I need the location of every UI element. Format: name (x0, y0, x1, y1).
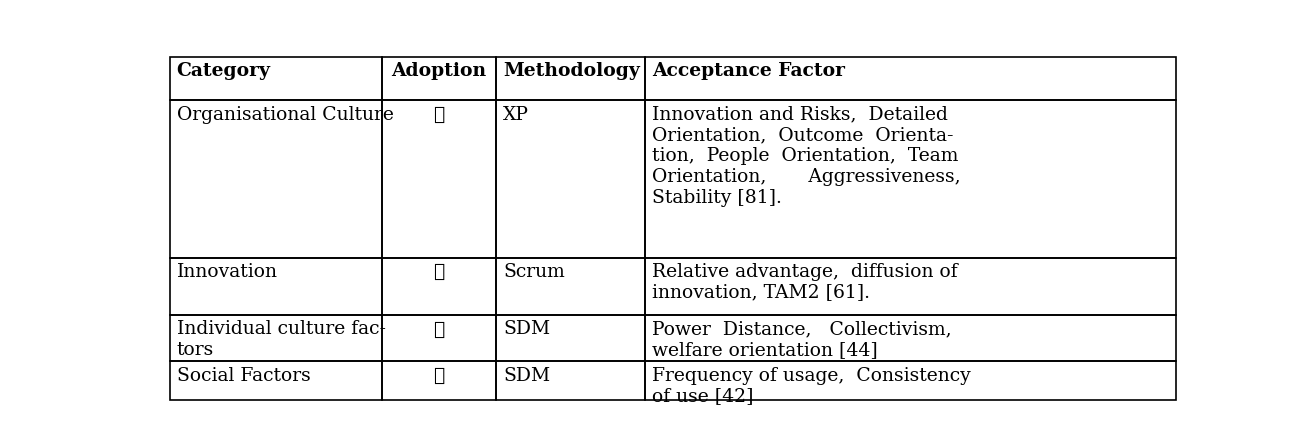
Text: Social Factors: Social Factors (177, 367, 310, 384)
Bar (496, 258, 645, 315)
Bar (645, 57, 1176, 100)
Bar (170, 57, 382, 100)
Text: Frequency of usage,  Consistency
of use [42]: Frequency of usage, Consistency of use [… (652, 367, 971, 405)
Text: ✓: ✓ (434, 367, 445, 384)
Bar (382, 258, 496, 315)
Text: Organisational Culture: Organisational Culture (177, 106, 393, 124)
Text: Acceptance Factor: Acceptance Factor (652, 62, 845, 80)
Bar (645, 315, 1176, 362)
Text: ✓: ✓ (434, 263, 445, 281)
Bar (496, 362, 645, 400)
Bar (496, 100, 645, 258)
Bar (382, 100, 496, 258)
Bar (382, 362, 496, 400)
Bar (645, 258, 1176, 315)
Text: Innovation and Risks,  Detailed
Orientation,  Outcome  Orienta-
tion,  People  O: Innovation and Risks, Detailed Orientati… (652, 106, 961, 207)
Bar (382, 57, 496, 100)
Bar (496, 57, 645, 100)
Text: XP: XP (502, 106, 528, 124)
Text: Category: Category (177, 62, 270, 80)
Bar (496, 315, 645, 362)
Text: Methodology: Methodology (502, 62, 640, 80)
Bar (170, 100, 382, 258)
Text: ✓: ✓ (434, 106, 445, 124)
Text: Adoption: Adoption (392, 62, 487, 80)
Text: Individual culture fac-
tors: Individual culture fac- tors (177, 321, 386, 359)
Text: Power  Distance,   Collectivism,
welfare orientation [44]: Power Distance, Collectivism, welfare or… (652, 321, 951, 359)
Bar (645, 362, 1176, 400)
Bar (645, 100, 1176, 258)
Text: Relative advantage,  diffusion of
innovation, TAM2 [61].: Relative advantage, diffusion of innovat… (652, 263, 958, 301)
Text: SDM: SDM (502, 321, 550, 339)
Text: Innovation: Innovation (177, 263, 278, 281)
Text: SDM: SDM (502, 367, 550, 384)
Text: Scrum: Scrum (502, 263, 565, 281)
Bar (170, 258, 382, 315)
Bar (170, 362, 382, 400)
Bar (170, 315, 382, 362)
Text: ✓: ✓ (434, 321, 445, 339)
Bar (382, 315, 496, 362)
